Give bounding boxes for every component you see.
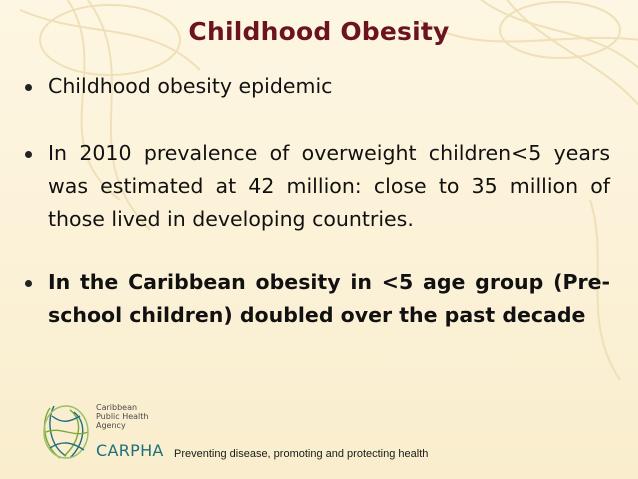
footer-tagline: Preventing disease, promoting and protec… (174, 448, 429, 460)
logo-acronym: CARPHA (96, 441, 164, 460)
logo-line: Public Health (96, 412, 149, 421)
logo-agency-name: Caribbean Public Health Agency (96, 403, 149, 430)
carpha-logo-icon (43, 405, 89, 459)
logo-line: Agency (96, 421, 126, 430)
bullet-list: Childhood obesity epidemic In 2010 preva… (22, 70, 610, 332)
bullet-item: In the Caribbean obesity in <5 age group… (22, 266, 610, 332)
logo-line: Caribbean (96, 403, 138, 412)
slide-title: Childhood Obesity (188, 17, 450, 46)
bullet-item: In 2010 prevalence of overweight childre… (22, 137, 610, 236)
bullet-item: Childhood obesity epidemic (22, 70, 610, 103)
